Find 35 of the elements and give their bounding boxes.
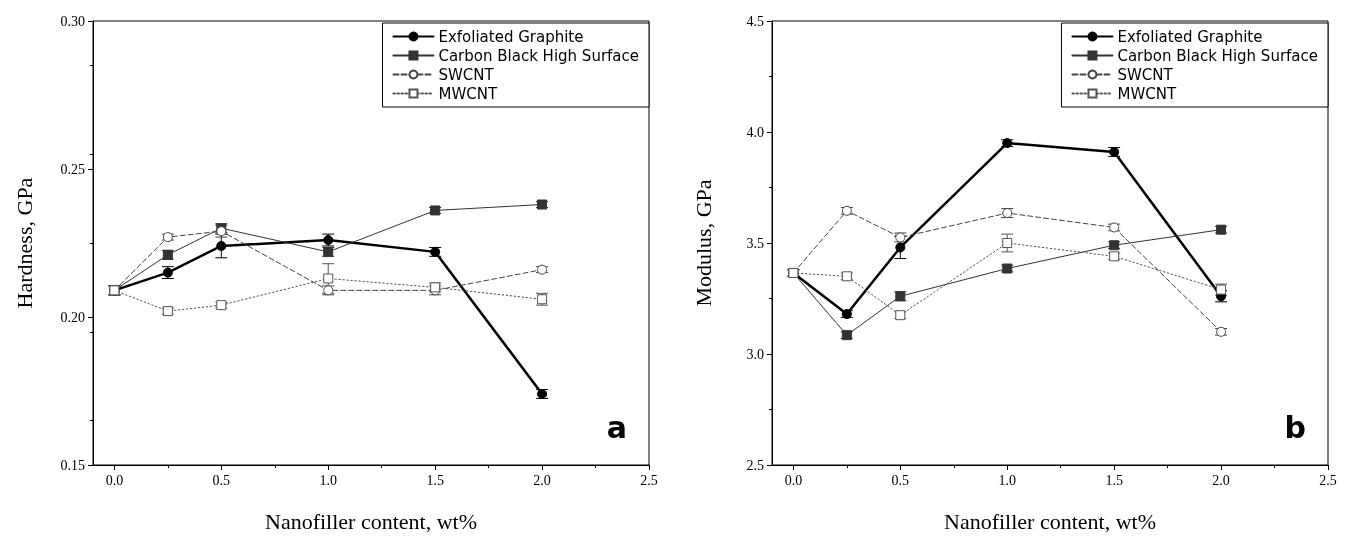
x-tick-label: 2.0 <box>1212 472 1230 488</box>
legend-label: MWCNT <box>1117 84 1177 103</box>
annotation: b <box>1284 409 1307 445</box>
x-tick-label: 0.0 <box>105 472 124 488</box>
y-tick-label: 3.5 <box>746 235 764 251</box>
x-tick-label: 1.5 <box>1105 472 1123 488</box>
legend-label: Exfoliated Graphite <box>1117 27 1263 46</box>
legend-label: Exfoliated Graphite <box>438 27 584 46</box>
y-tick-label: 2.5 <box>746 457 764 473</box>
legend-label: SWCNT <box>1117 65 1174 84</box>
x-tick-label: 1.0 <box>319 472 337 488</box>
x-tick-label: 0.5 <box>891 472 910 488</box>
legend-label: Carbon Black High Surface <box>1117 46 1318 65</box>
y-tick-label: 4.0 <box>746 124 764 140</box>
x-tick-label: 2.5 <box>640 472 658 488</box>
legend-label: Carbon Black High Surface <box>438 46 639 65</box>
x-axis-title: Nanofiller content, wt% <box>265 508 477 534</box>
y-tick-label: 4.5 <box>746 13 764 29</box>
y-tick-label: 0.25 <box>60 161 85 177</box>
y-axis-title: Modulus, GPa <box>690 179 716 307</box>
y-tick-label: 0.15 <box>60 457 85 473</box>
annotation: a <box>606 409 628 445</box>
y-tick-label: 0.30 <box>60 13 85 29</box>
legend-label: MWCNT <box>438 84 498 103</box>
x-tick-label: 1.0 <box>998 472 1016 488</box>
legend-label: SWCNT <box>438 65 495 84</box>
x-axis-title: Nanofiller content, wt% <box>944 508 1156 534</box>
x-tick-label: 2.5 <box>1319 472 1337 488</box>
y-axis-title: Hardness, GPa <box>11 177 37 309</box>
x-tick-label: 0.5 <box>212 472 231 488</box>
x-tick-label: 1.5 <box>426 472 444 488</box>
x-tick-label: 2.0 <box>533 472 551 488</box>
x-tick-label: 0.0 <box>784 472 803 488</box>
y-tick-label: 3.0 <box>746 346 764 362</box>
y-tick-label: 0.20 <box>60 309 85 325</box>
